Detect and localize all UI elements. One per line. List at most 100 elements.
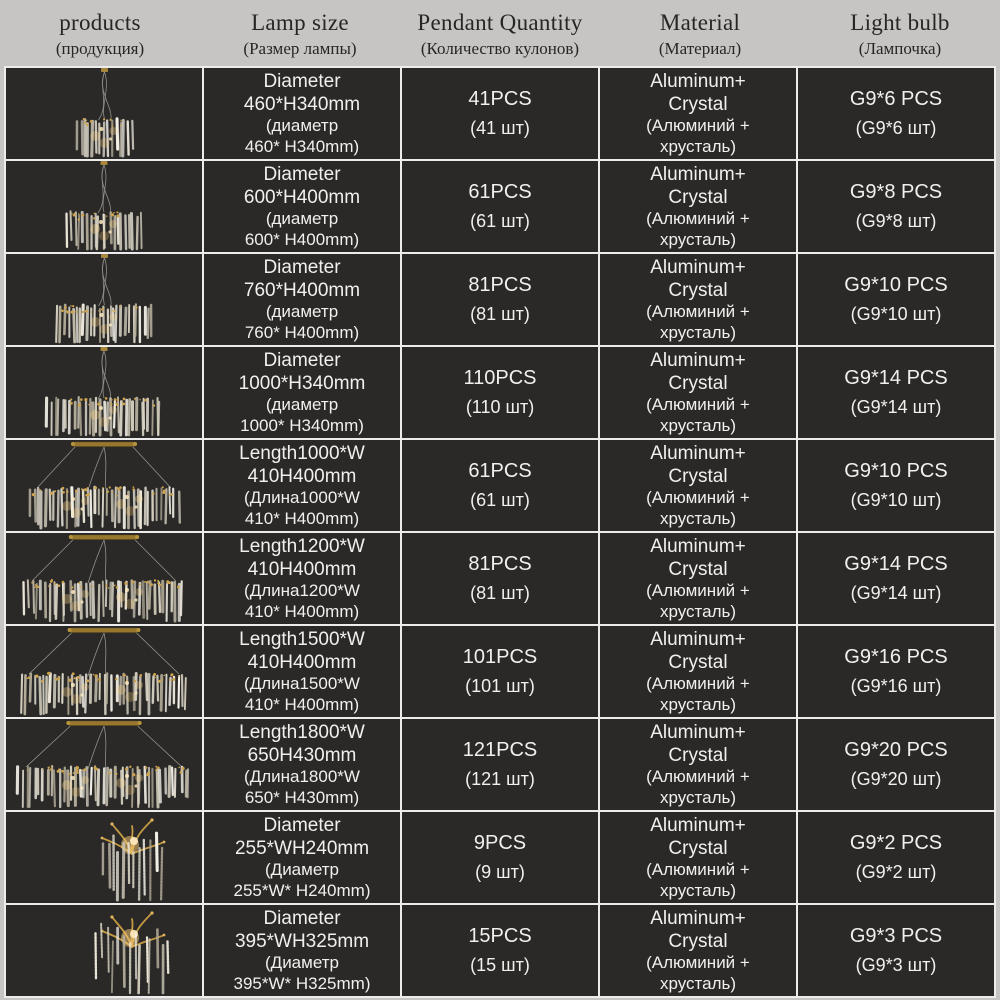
table-row-9-lamp-size-cell: Diameter 255*WH240mm (Диаметр 255*W* H240… (204, 812, 400, 903)
light-bulb-value-ru: (G9*2 шт) (855, 862, 937, 883)
table-row-3-pendant-quantity-cell: 81PCS (81 шт) (402, 254, 598, 345)
spec-table: Diameter 460*H340mm (диаметр 460* H340mm)… (4, 66, 996, 998)
lamp-size-value-ru: (диаметр 760* H400mm) (244, 301, 360, 342)
table-row-9-product-cell (6, 812, 202, 903)
lamp-size-value-ru: (Диаметр 255*W* H240mm) (233, 859, 371, 900)
light-bulb-value-ru: (G9*14 шт) (850, 397, 942, 418)
lamp-size-value-ru: (диаметр 460* H340mm) (244, 115, 360, 156)
lamp-size-value: Diameter 460*H340mm (243, 70, 361, 115)
material-value: Aluminum+ Crystal (650, 163, 746, 208)
table-row-10-lamp-size-cell: Diameter 395*WH325mm (Диаметр 395*W* H325… (204, 905, 400, 996)
lamp-size-value: Diameter 1000*H340mm (238, 349, 366, 394)
table-row-9-material-cell: Aluminum+ Crystal (Алюминий + хрусталь) (600, 812, 796, 903)
lamp-size-value: Diameter 395*WH325mm (234, 907, 370, 952)
table-row-2-pendant-quantity-cell: 61PCS (61 шт) (402, 161, 598, 252)
lamp-size-value-ru: (Длина1000*W 410* H400mm) (244, 487, 360, 528)
table-row-6-light-bulb-cell: G9*14 PCS (G9*14 шт) (798, 533, 994, 624)
pendant-quantity-value: 81PCS (468, 273, 532, 296)
chandelier-image (15, 440, 193, 531)
header-label: Material (659, 9, 741, 35)
table-row-5-material-cell: Aluminum+ Crystal (Алюминий + хрусталь) (600, 440, 796, 531)
table-row-2-material-cell: Aluminum+ Crystal (Алюминий + хрусталь) (600, 161, 796, 252)
table-row-7-light-bulb-cell: G9*16 PCS (G9*16 шт) (798, 626, 994, 717)
light-bulb-value: G9*3 PCS (849, 924, 943, 947)
light-bulb-value-ru: (G9*16 шт) (850, 676, 942, 697)
table-row-2-product-cell (6, 161, 202, 252)
material-value-ru: (Алюминий + хрусталь) (646, 580, 750, 621)
table-row-3-product-cell (6, 254, 202, 345)
header-sublabel: (Размер лампы) (243, 38, 357, 58)
lamp-size-value: Length1500*W 410H400mm (239, 628, 365, 673)
material-value-ru: (Алюминий + хрусталь) (646, 673, 750, 714)
table-row-1-pendant-quantity-cell: 41PCS (41 шт) (402, 68, 598, 159)
table-row-5-light-bulb-cell: G9*10 PCS (G9*10 шт) (798, 440, 994, 531)
table-row-1-material-cell: Aluminum+ Crystal (Алюминий + хрусталь) (600, 68, 796, 159)
pendant-quantity-value: 15PCS (468, 924, 532, 947)
header-material: Material (Материал) (600, 8, 800, 59)
chandelier-image (23, 347, 185, 438)
table-row-2-lamp-size-cell: Diameter 600*H400mm (диаметр 600* H400mm) (204, 161, 400, 252)
table-row-3-light-bulb-cell: G9*10 PCS (G9*10 шт) (798, 254, 994, 345)
table-row-6-lamp-size-cell: Length1200*W 410H400mm (Длина1200*W 410* … (204, 533, 400, 624)
material-value: Aluminum+ Crystal (650, 256, 746, 301)
pendant-quantity-value: 9PCS (473, 831, 527, 854)
pendant-quantity-value-ru: (81 шт) (470, 583, 530, 604)
lamp-size-value: Diameter 760*H400mm (243, 256, 361, 301)
pendant-quantity-value: 61PCS (468, 180, 532, 203)
lamp-size-value: Length1200*W 410H400mm (239, 535, 365, 580)
light-bulb-value: G9*8 PCS (849, 180, 943, 203)
light-bulb-value-ru: (G9*8 шт) (855, 211, 937, 232)
material-value: Aluminum+ Crystal (650, 814, 746, 859)
table-row-9-light-bulb-cell: G9*2 PCS (G9*2 шт) (798, 812, 994, 903)
header-sublabel: (Материал) (658, 38, 742, 58)
table-header: products (продукция) Lamp size (Размер л… (0, 0, 1000, 66)
light-bulb-value-ru: (G9*14 шт) (850, 583, 942, 604)
header-light-bulb: Light bulb (Лампочка) (800, 8, 1000, 59)
material-value: Aluminum+ Crystal (650, 442, 746, 487)
pendant-quantity-value-ru: (121 шт) (465, 769, 535, 790)
wall-lamp-image (91, 812, 173, 903)
table-row-1-product-cell (6, 68, 202, 159)
pendant-quantity-value: 121PCS (462, 738, 538, 761)
table-row-7-lamp-size-cell: Length1500*W 410H400mm (Длина1500*W 410* … (204, 626, 400, 717)
table-row-4-product-cell (6, 347, 202, 438)
chandelier-image (7, 626, 201, 717)
pendant-quantity-value: 41PCS (468, 87, 532, 110)
lamp-size-value-ru: (диаметр 1000* H340mm) (240, 394, 364, 435)
table-row-4-material-cell: Aluminum+ Crystal (Алюминий + хрусталь) (600, 347, 796, 438)
table-row-6-material-cell: Aluminum+ Crystal (Алюминий + хрусталь) (600, 533, 796, 624)
pendant-quantity-value: 110PCS (463, 366, 537, 389)
lamp-size-value-ru: (диаметр 600* H400mm) (244, 208, 360, 249)
table-row-8-product-cell (6, 719, 202, 810)
lamp-size-value-ru: (Длина1500*W 410* H400mm) (244, 673, 360, 714)
wall-lamp-image (85, 905, 179, 996)
header-pendant-quantity: Pendant Quantity (Количество кулонов) (400, 8, 600, 59)
pendant-quantity-value: 101PCS (462, 645, 538, 668)
material-value: Aluminum+ Crystal (650, 907, 746, 952)
header-sublabel: (Количество кулонов) (420, 38, 580, 58)
light-bulb-value: G9*20 PCS (844, 738, 948, 761)
table-row-2-light-bulb-cell: G9*8 PCS (G9*8 шт) (798, 161, 994, 252)
pendant-quantity-value: 61PCS (468, 459, 532, 482)
pendant-quantity-value-ru: (61 шт) (470, 211, 530, 232)
table-row-7-material-cell: Aluminum+ Crystal (Алюминий + хрусталь) (600, 626, 796, 717)
table-row-3-lamp-size-cell: Diameter 760*H400mm (диаметр 760* H400mm) (204, 254, 400, 345)
light-bulb-value-ru: (G9*3 шт) (855, 955, 937, 976)
chandelier-image (43, 161, 165, 252)
material-value-ru: (Алюминий + хрусталь) (646, 208, 750, 249)
table-row-8-light-bulb-cell: G9*20 PCS (G9*20 шт) (798, 719, 994, 810)
table-row-3-material-cell: Aluminum+ Crystal (Алюминий + хрусталь) (600, 254, 796, 345)
chandelier-image (10, 533, 198, 624)
chandelier-image (32, 254, 177, 345)
table-row-7-pendant-quantity-cell: 101PCS (101 шт) (402, 626, 598, 717)
table-row-8-pendant-quantity-cell: 121PCS (121 шт) (402, 719, 598, 810)
light-bulb-value: G9*6 PCS (849, 87, 943, 110)
table-row-9-pendant-quantity-cell: 9PCS (9 шт) (402, 812, 598, 903)
material-value-ru: (Алюминий + хрусталь) (646, 859, 750, 900)
header-label: Light bulb (850, 9, 950, 35)
material-value: Aluminum+ Crystal (650, 721, 746, 766)
light-bulb-value: G9*10 PCS (844, 459, 948, 482)
lamp-size-value-ru: (Длина1200*W 410* H400mm) (244, 580, 360, 621)
light-bulb-value-ru: (G9*6 шт) (855, 118, 937, 139)
pendant-quantity-value-ru: (101 шт) (465, 676, 535, 697)
